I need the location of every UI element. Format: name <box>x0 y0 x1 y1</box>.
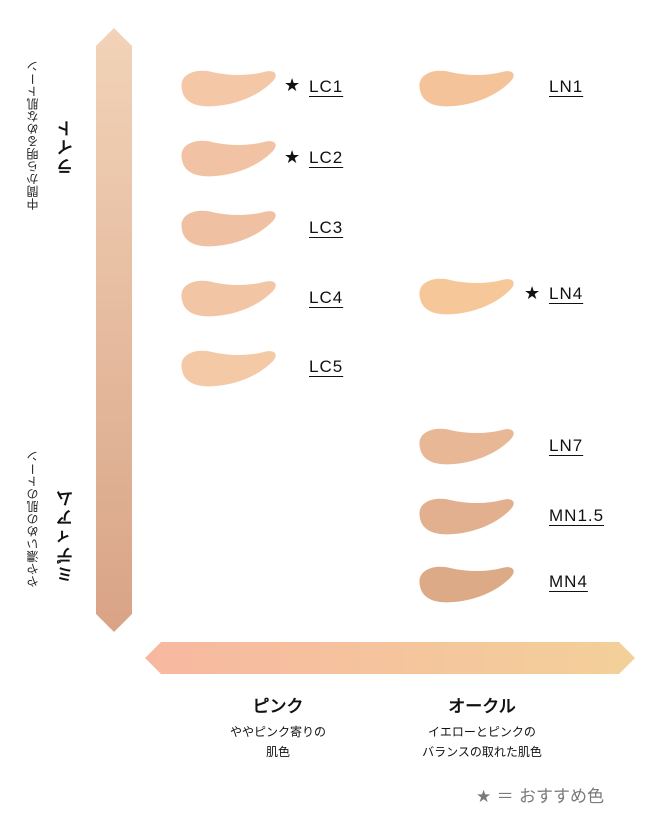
shade-label-lc2: LC2 <box>309 148 344 167</box>
swatch-ln1 <box>419 70 514 107</box>
horizontal-axis-arrow <box>145 642 635 674</box>
pink-category-desc-line2: 肌色 <box>265 745 290 759</box>
swatch-lc1 <box>181 70 276 107</box>
swatch-lc4 <box>181 280 276 317</box>
swatch-lc2 <box>181 140 276 177</box>
light-tone-subtitle: 中間から明るめな肌トーン <box>26 60 40 210</box>
shade-label-ln4: LN4 <box>549 284 584 303</box>
shade-label-ln1: LN1 <box>549 77 584 96</box>
pink-category-title: ピンク <box>252 697 304 717</box>
ochre-category-desc-line2: バランスの取れた肌色 <box>422 745 542 759</box>
medium-tone-subtitle: やや濃いめの肌のトーン <box>26 450 40 588</box>
shade-label-ln7: LN7 <box>549 436 584 455</box>
shade-label-mn1-5: MN1.5 <box>549 506 605 525</box>
shade-label-mn4: MN4 <box>549 572 588 591</box>
swatch-mn1-5 <box>419 498 514 535</box>
light-tone-title: ライト <box>57 118 77 175</box>
star-icon: ★ <box>284 147 301 168</box>
recommended-legend: ★ ＝ おすすめ色 <box>476 787 605 807</box>
shade-label-lc3: LC3 <box>309 218 344 237</box>
shade-label-lc4: LC4 <box>309 288 344 307</box>
ochre-category-desc-line1: イエローとピンクの <box>428 725 536 739</box>
pink-category-desc-line1: ややピンク寄りの <box>229 725 326 739</box>
medium-tone-title: ミディアム <box>57 488 77 583</box>
shade-label-lc5: LC5 <box>309 357 344 376</box>
swatch-ln7 <box>419 428 514 465</box>
swatch-lc5 <box>181 350 276 387</box>
star-icon: ★ <box>524 283 541 304</box>
star-icon: ★ <box>284 75 301 96</box>
swatch-lc3 <box>181 210 276 247</box>
vertical-axis-arrow <box>96 28 132 632</box>
ochre-category-title: オークル <box>448 697 516 717</box>
swatch-mn4 <box>419 566 514 603</box>
swatch-ln4 <box>419 278 514 315</box>
shade-label-lc1: LC1 <box>309 77 344 96</box>
